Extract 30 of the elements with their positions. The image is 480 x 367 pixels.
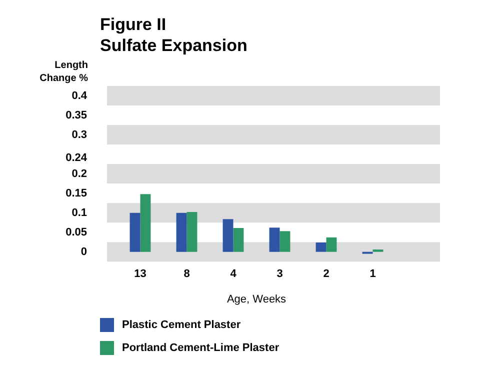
x-tick-label: 8 [184,268,190,280]
x-tick-label: 3 [276,268,283,280]
bar [233,228,244,252]
bar [222,219,234,252]
y-tick-label: 0 [80,246,87,258]
bar [269,228,280,252]
legend-label: Plastic Cement Plaster [122,318,241,330]
x-tick-label: 1 [370,268,376,280]
x-axis-title: Age, Weeks [226,293,287,306]
y-tick-label: 0.35 [66,109,87,122]
y-tick-label: 0.3 [72,128,87,141]
x-tick-label: 2 [323,268,330,280]
bar [176,212,187,252]
bar [326,237,337,252]
bar [316,242,326,252]
y-tick-label: 0.05 [66,226,87,238]
y-tick-label: 0.4 [72,90,88,102]
y-tick-label: 0.2 [72,168,87,180]
x-tick-label: 4 [230,268,238,280]
y-tick-label: 0.24 [66,152,88,164]
y-tick-label: 0.15 [66,187,87,200]
bar [186,212,198,252]
bar [140,194,151,252]
x-tick-label: 13 [134,268,146,280]
bar [280,231,290,252]
y-axis-title: Length Change % [40,59,88,85]
legend-label: Portland Cement-Lime Plaster [122,342,280,354]
bar [130,212,140,252]
chart-title: Figure II Sulfate Expansion [100,14,248,56]
y-tick-label: 0.1 [72,206,87,219]
